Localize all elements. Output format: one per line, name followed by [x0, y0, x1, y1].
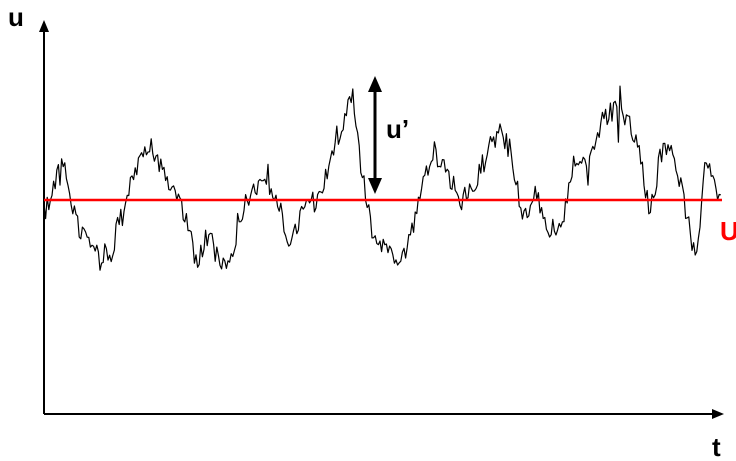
velocity-signal-trace [43, 85, 721, 271]
axes [39, 20, 724, 419]
fluctuation-label: u’ [386, 114, 409, 144]
fluctuation-double-arrow [368, 76, 382, 194]
x-axis-label: t [712, 432, 721, 461]
y-axis-arrowhead [39, 20, 49, 32]
mean-velocity-label: U [720, 216, 736, 246]
x-axis-arrowhead [712, 409, 724, 419]
y-axis-label: u [8, 2, 24, 32]
